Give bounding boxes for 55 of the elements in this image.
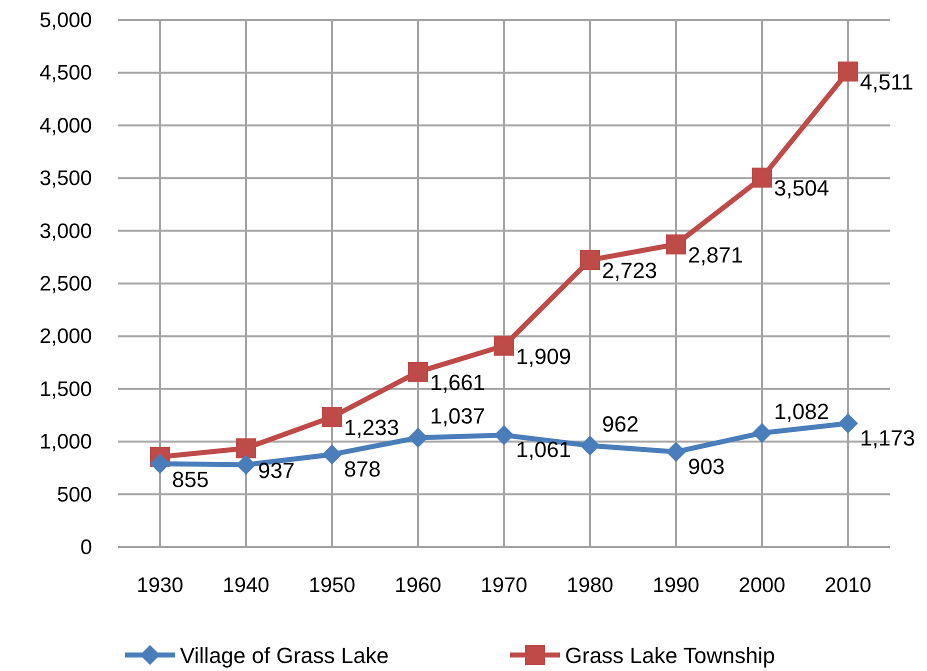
point [150,454,170,474]
x-tick-label: 1970 [480,574,528,597]
y-tick-label: 4,000 [39,114,92,138]
data-label: 1,061 [516,437,572,462]
data-label: 1,173 [860,425,916,450]
x-tick-label: 1960 [394,574,442,597]
y-tick-label: 1,500 [39,378,92,401]
y-tick-label: 1,000 [39,430,92,454]
point [494,336,514,356]
data-label: 3,504 [774,176,830,201]
y-tick-label: 3,000 [39,220,92,243]
x-tick-label: 2010 [824,574,872,597]
point [236,438,256,458]
point [322,407,342,428]
data-label: 1,233 [344,415,400,440]
data-label: 1,037 [430,404,486,429]
x-tick-label: 1940 [222,574,270,597]
point [666,442,686,462]
data-label: 2,723 [602,258,658,283]
point [236,454,256,475]
legend-label: Grass Lake Township [565,643,775,668]
y-tick-label: 3,500 [39,167,92,190]
point [580,250,600,270]
point [408,428,428,448]
x-tick-label: 1930 [136,574,184,597]
data-label: 1,082 [774,398,830,424]
point [752,422,772,443]
y-tick-label: 500 [56,483,92,506]
point [838,413,858,434]
data-label: 937 [258,458,295,484]
y-tick-label: 2,000 [39,325,92,348]
point [322,444,342,464]
x-tick-label: 1950 [308,574,356,597]
data-label: 4,511 [860,70,914,95]
point [580,436,600,456]
data-label: 855 [172,466,209,492]
point [494,425,514,446]
x-tick-label: 1980 [566,574,614,597]
point [838,62,858,82]
data-label: 962 [602,412,639,437]
y-tick-label: 5,000 [39,9,92,32]
y-tick-label: 2,500 [39,272,92,296]
x-tick-label: 2000 [738,574,786,597]
y-tick-label: 0 [80,536,92,559]
data-label: 2,871 [688,242,744,268]
legend-label: Village of Grass Lake [180,643,389,668]
point [752,168,772,188]
data-label: 1,661 [430,370,486,395]
data-label: 903 [688,454,725,479]
point [408,362,428,382]
data-label: 878 [344,456,381,482]
point [666,234,686,254]
x-tick-label: 1990 [652,574,700,597]
y-tick-label: 4,500 [39,62,92,85]
data-label: 1,909 [516,344,572,369]
